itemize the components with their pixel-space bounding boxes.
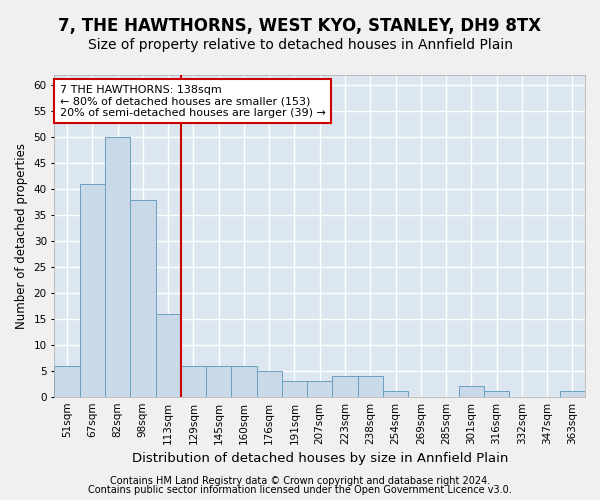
Bar bbox=[484, 392, 509, 396]
Bar bbox=[332, 376, 358, 396]
Bar bbox=[130, 200, 155, 396]
Bar bbox=[358, 376, 383, 396]
Bar bbox=[282, 381, 307, 396]
Bar bbox=[55, 366, 80, 396]
Bar bbox=[458, 386, 484, 396]
Y-axis label: Number of detached properties: Number of detached properties bbox=[15, 143, 28, 329]
Text: 7, THE HAWTHORNS, WEST KYO, STANLEY, DH9 8TX: 7, THE HAWTHORNS, WEST KYO, STANLEY, DH9… bbox=[58, 18, 542, 36]
Text: Contains public sector information licensed under the Open Government Licence v3: Contains public sector information licen… bbox=[88, 485, 512, 495]
Bar bbox=[383, 392, 408, 396]
Text: 7 THE HAWTHORNS: 138sqm
← 80% of detached houses are smaller (153)
20% of semi-d: 7 THE HAWTHORNS: 138sqm ← 80% of detache… bbox=[60, 84, 326, 118]
X-axis label: Distribution of detached houses by size in Annfield Plain: Distribution of detached houses by size … bbox=[131, 452, 508, 465]
Bar bbox=[181, 366, 206, 396]
Text: Size of property relative to detached houses in Annfield Plain: Size of property relative to detached ho… bbox=[88, 38, 512, 52]
Bar bbox=[257, 370, 282, 396]
Bar bbox=[155, 314, 181, 396]
Bar bbox=[307, 381, 332, 396]
Bar bbox=[206, 366, 231, 396]
Bar bbox=[560, 392, 585, 396]
Bar bbox=[105, 138, 130, 396]
Bar bbox=[80, 184, 105, 396]
Bar bbox=[231, 366, 257, 396]
Text: Contains HM Land Registry data © Crown copyright and database right 2024.: Contains HM Land Registry data © Crown c… bbox=[110, 476, 490, 486]
